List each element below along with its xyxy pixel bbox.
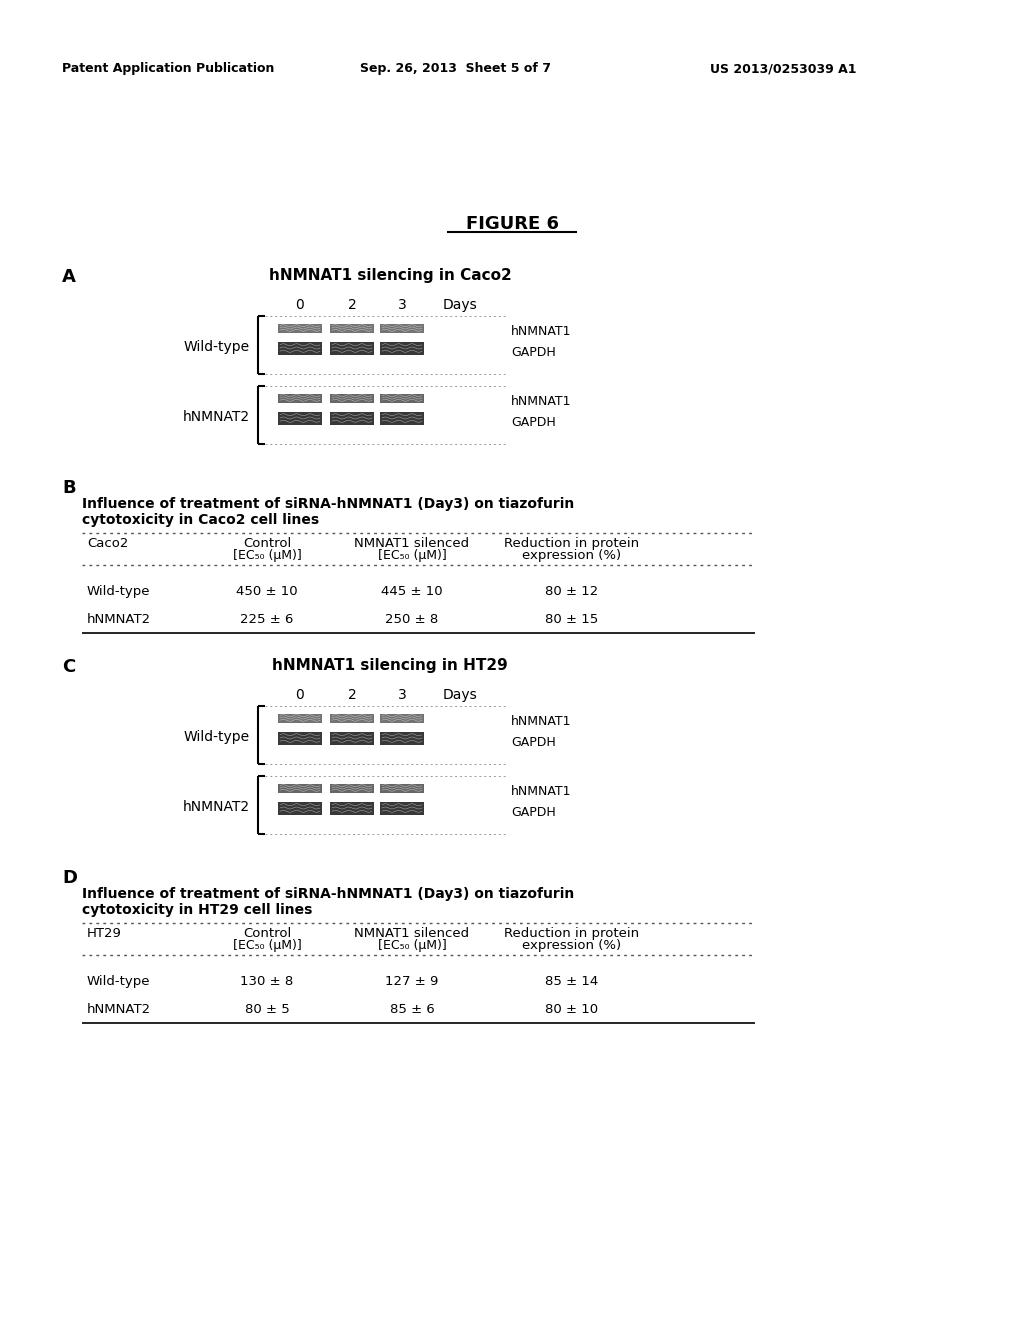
Bar xyxy=(278,731,322,744)
Text: hNMNAT2: hNMNAT2 xyxy=(183,411,250,424)
Text: Reduction in protein: Reduction in protein xyxy=(505,927,640,940)
Text: 80 ± 12: 80 ± 12 xyxy=(546,585,599,598)
Text: hNMNAT1 silencing in Caco2: hNMNAT1 silencing in Caco2 xyxy=(268,268,511,282)
Bar xyxy=(278,784,322,792)
Text: 445 ± 10: 445 ± 10 xyxy=(381,585,442,598)
Bar xyxy=(278,801,322,814)
Text: 450 ± 10: 450 ± 10 xyxy=(237,585,298,598)
Text: A: A xyxy=(62,268,76,286)
Text: hNMNAT1: hNMNAT1 xyxy=(511,325,571,338)
Text: Wild-type: Wild-type xyxy=(87,585,151,598)
Text: Influence of treatment of siRNA-hNMNAT1 (Day3) on tiazofurin: Influence of treatment of siRNA-hNMNAT1 … xyxy=(82,498,574,511)
Text: Reduction in protein: Reduction in protein xyxy=(505,537,640,550)
Bar xyxy=(278,393,322,403)
Text: 2: 2 xyxy=(347,298,356,312)
Text: FIGURE 6: FIGURE 6 xyxy=(466,215,558,234)
Text: 3: 3 xyxy=(397,688,407,702)
Text: HT29: HT29 xyxy=(87,927,122,940)
Text: Patent Application Publication: Patent Application Publication xyxy=(62,62,274,75)
Text: cytotoxicity in HT29 cell lines: cytotoxicity in HT29 cell lines xyxy=(82,903,312,917)
Text: [EC₅₀ (μM)]: [EC₅₀ (μM)] xyxy=(232,549,301,562)
Bar xyxy=(278,323,322,333)
Bar xyxy=(330,714,374,722)
Text: 0: 0 xyxy=(296,298,304,312)
Bar xyxy=(330,412,374,425)
Text: [EC₅₀ (μM)]: [EC₅₀ (μM)] xyxy=(378,549,446,562)
Bar xyxy=(330,342,374,355)
Text: Days: Days xyxy=(442,298,477,312)
Text: B: B xyxy=(62,479,76,498)
Text: 130 ± 8: 130 ± 8 xyxy=(241,975,294,987)
Bar xyxy=(330,731,374,744)
Text: Wild-type: Wild-type xyxy=(184,341,250,354)
Bar xyxy=(278,342,322,355)
Text: Wild-type: Wild-type xyxy=(87,975,151,987)
Text: GAPDH: GAPDH xyxy=(511,346,556,359)
Bar xyxy=(380,342,424,355)
Text: D: D xyxy=(62,869,77,887)
Bar xyxy=(330,784,374,792)
Text: NMNAT1 silenced: NMNAT1 silenced xyxy=(354,927,470,940)
Text: cytotoxicity in Caco2 cell lines: cytotoxicity in Caco2 cell lines xyxy=(82,513,319,527)
Text: Control: Control xyxy=(243,537,291,550)
Text: 80 ± 15: 80 ± 15 xyxy=(546,612,599,626)
Text: [EC₅₀ (μM)]: [EC₅₀ (μM)] xyxy=(378,939,446,952)
Bar xyxy=(380,784,424,792)
Text: hNMNAT1 silencing in HT29: hNMNAT1 silencing in HT29 xyxy=(272,657,508,673)
Text: GAPDH: GAPDH xyxy=(511,416,556,429)
Text: GAPDH: GAPDH xyxy=(511,737,556,748)
Text: Wild-type: Wild-type xyxy=(184,730,250,744)
Text: GAPDH: GAPDH xyxy=(511,807,556,818)
Text: 2: 2 xyxy=(347,688,356,702)
Text: Caco2: Caco2 xyxy=(87,537,128,550)
Text: hNMNAT1: hNMNAT1 xyxy=(511,785,571,799)
Text: hNMNAT2: hNMNAT2 xyxy=(87,1003,152,1016)
Text: [EC₅₀ (μM)]: [EC₅₀ (μM)] xyxy=(232,939,301,952)
Bar xyxy=(330,801,374,814)
Text: Sep. 26, 2013  Sheet 5 of 7: Sep. 26, 2013 Sheet 5 of 7 xyxy=(360,62,551,75)
Text: C: C xyxy=(62,657,75,676)
Text: expression (%): expression (%) xyxy=(522,549,622,562)
Bar xyxy=(380,801,424,814)
Bar xyxy=(330,393,374,403)
Text: 85 ± 14: 85 ± 14 xyxy=(546,975,599,987)
Text: Days: Days xyxy=(442,688,477,702)
Text: expression (%): expression (%) xyxy=(522,939,622,952)
Text: hNMNAT1: hNMNAT1 xyxy=(511,395,571,408)
Bar xyxy=(380,412,424,425)
Text: 3: 3 xyxy=(397,298,407,312)
Bar xyxy=(330,323,374,333)
Text: US 2013/0253039 A1: US 2013/0253039 A1 xyxy=(710,62,856,75)
Bar xyxy=(278,714,322,722)
Bar xyxy=(278,412,322,425)
Bar xyxy=(380,714,424,722)
Text: hNMNAT1: hNMNAT1 xyxy=(511,715,571,729)
Bar xyxy=(380,393,424,403)
Bar xyxy=(380,731,424,744)
Text: 225 ± 6: 225 ± 6 xyxy=(241,612,294,626)
Text: 80 ± 10: 80 ± 10 xyxy=(546,1003,599,1016)
Bar xyxy=(380,323,424,333)
Text: Control: Control xyxy=(243,927,291,940)
Text: 250 ± 8: 250 ± 8 xyxy=(385,612,438,626)
Text: 80 ± 5: 80 ± 5 xyxy=(245,1003,290,1016)
Text: Influence of treatment of siRNA-hNMNAT1 (Day3) on tiazofurin: Influence of treatment of siRNA-hNMNAT1 … xyxy=(82,887,574,902)
Text: hNMNAT2: hNMNAT2 xyxy=(87,612,152,626)
Text: 127 ± 9: 127 ± 9 xyxy=(385,975,438,987)
Text: 85 ± 6: 85 ± 6 xyxy=(389,1003,434,1016)
Text: 0: 0 xyxy=(296,688,304,702)
Text: NMNAT1 silenced: NMNAT1 silenced xyxy=(354,537,470,550)
Text: hNMNAT2: hNMNAT2 xyxy=(183,800,250,814)
